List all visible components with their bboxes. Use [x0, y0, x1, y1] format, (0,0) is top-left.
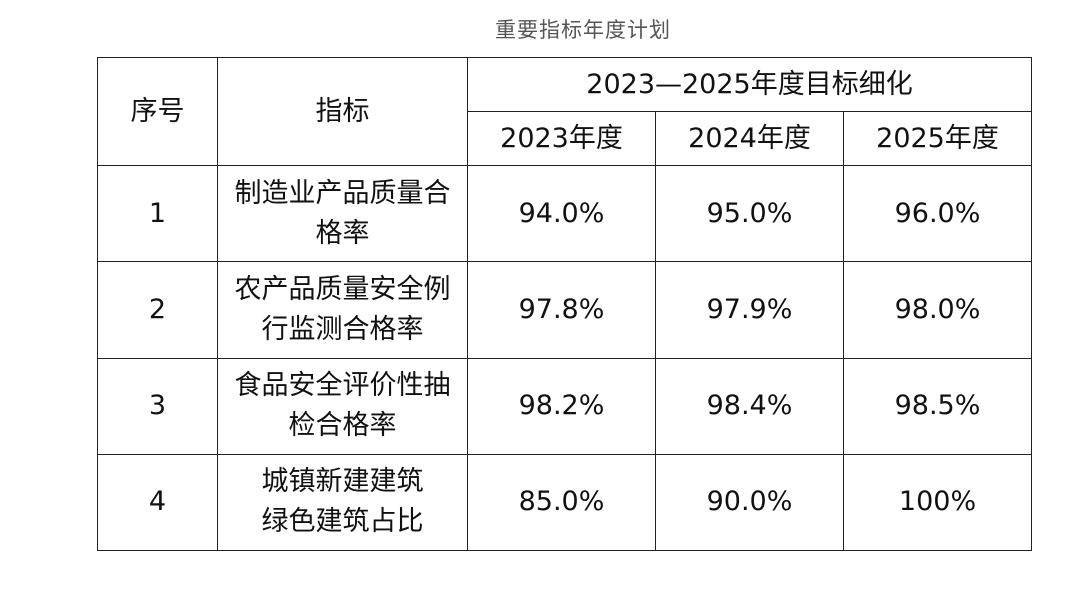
indicator-line: 检合格率	[288, 410, 397, 442]
indicator-line: 农产品质量安全例	[234, 274, 451, 305]
column-header-2024: 2024年度	[655, 111, 844, 167]
indicator-line: 制造业产品质量合	[234, 177, 451, 209]
indicator-cell: 食品安全评价性抽 检合格率	[217, 357, 468, 455]
table-row: 4 城镇新建建筑 绿色建筑占比 85.0% 90.0% 100%	[97, 453, 1033, 552]
indicator-line: 食品安全评价性抽	[234, 370, 451, 402]
table-row: 1 制造业产品质量合 格率 94.0% 95.0% 96.0%	[97, 165, 1033, 263]
indicator-line: 绿色建筑占比	[261, 506, 424, 538]
table-row: 2 农产品质量安全例 行监测合格率 97.8% 97.9% 98.0%	[97, 261, 1033, 359]
value-2024: 98.4%	[655, 357, 844, 455]
value-2025: 96.0%	[842, 165, 1033, 263]
table-row: 3 食品安全评价性抽 检合格率 98.2% 98.4% 98.5%	[97, 357, 1033, 455]
row-number: 4	[97, 453, 218, 552]
row-number: 1	[97, 165, 218, 263]
indicator-cell: 城镇新建建筑 绿色建筑占比	[217, 453, 468, 552]
column-header-2025: 2025年度	[842, 111, 1033, 167]
value-2025: 98.5%	[842, 357, 1033, 455]
value-2025: 98.0%	[842, 261, 1033, 359]
value-2024: 95.0%	[655, 165, 844, 263]
indicator-line: 行监测合格率	[261, 314, 424, 345]
indicator-cell: 农产品质量安全例 行监测合格率	[217, 261, 468, 359]
column-header-number: 序号	[97, 56, 218, 167]
value-2024: 90.0%	[655, 453, 844, 552]
column-header-2023: 2023年度	[467, 111, 656, 167]
indicator-cell: 制造业产品质量合 格率	[217, 165, 468, 263]
value-2023: 94.0%	[467, 165, 656, 263]
row-number: 2	[97, 261, 218, 359]
indicator-line: 城镇新建建筑	[261, 466, 424, 498]
column-header-indicator: 指标	[217, 56, 468, 167]
group-header-target: 2023—2025年度目标细化	[466, 56, 1033, 113]
value-2024: 97.9%	[655, 261, 844, 359]
value-2023: 97.8%	[467, 261, 656, 359]
indicator-line: 格率	[315, 217, 370, 249]
value-2025: 100%	[842, 453, 1033, 552]
year-header-row: 2023年度 2024年度 2025年度	[98, 111, 1033, 167]
header-row: 序号 指标 2023—2025年度目标细化	[97, 56, 1033, 167]
indicator-plan-table: 序号 指标 2023—2025年度目标细化 2023年度 2024年度 2025…	[97, 56, 1033, 552]
value-2023: 98.2%	[467, 357, 656, 455]
document-title: 重要指标年度计划	[495, 18, 671, 42]
value-2023: 85.0%	[467, 453, 656, 552]
row-number: 3	[97, 357, 218, 455]
